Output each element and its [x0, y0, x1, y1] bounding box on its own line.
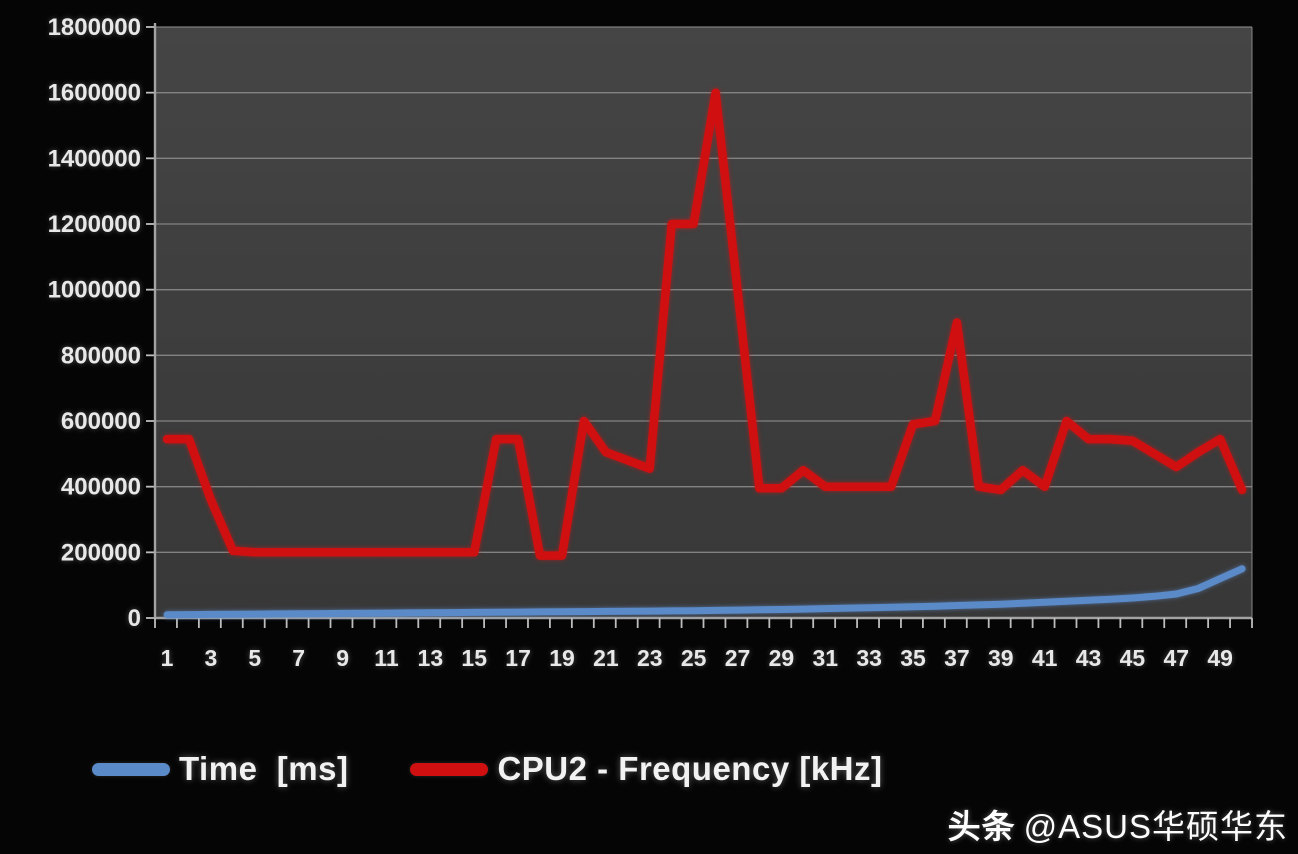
- frequency-line-chart: 0 200000 400000 600000 800000 1000000 1200000 1…: [48, 14, 1253, 671]
- svg-text:17: 17: [505, 645, 531, 671]
- watermark-handle: @ASUS华硕华东: [1023, 808, 1288, 845]
- svg-text:43: 43: [1076, 645, 1102, 671]
- svg-text:1000000: 1000000: [48, 277, 141, 304]
- svg-text:21: 21: [593, 645, 619, 671]
- svg-text:15: 15: [461, 645, 487, 671]
- watermark: 头条 @ASUS华硕华东: [948, 800, 1288, 848]
- svg-text:39: 39: [988, 645, 1014, 671]
- svg-text:400000: 400000: [61, 474, 141, 501]
- svg-text:27: 27: [725, 645, 751, 671]
- svg-text:1600000: 1600000: [48, 80, 141, 107]
- plot-background: [156, 27, 1252, 618]
- legend-item-cpu2-frequency: CPU2 - Frequency [kHz]: [410, 750, 882, 788]
- legend-swatch-cpu2-frequency: [410, 762, 489, 776]
- svg-text:29: 29: [769, 645, 795, 671]
- svg-text:1400000: 1400000: [48, 145, 141, 172]
- svg-text:35: 35: [900, 645, 926, 671]
- legend-swatch-time: [92, 762, 170, 776]
- svg-text:0: 0: [128, 605, 141, 632]
- svg-text:200000: 200000: [61, 539, 141, 566]
- svg-text:23: 23: [637, 645, 663, 671]
- svg-text:11: 11: [374, 645, 399, 671]
- svg-text:9: 9: [336, 645, 349, 671]
- svg-text:25: 25: [681, 645, 707, 671]
- svg-text:1: 1: [161, 645, 174, 671]
- svg-text:19: 19: [549, 645, 575, 671]
- svg-text:37: 37: [944, 645, 970, 671]
- legend-item-time: Time [ms]: [92, 750, 348, 788]
- svg-text:33: 33: [856, 645, 882, 671]
- svg-text:600000: 600000: [61, 408, 141, 435]
- svg-text:1200000: 1200000: [48, 211, 141, 238]
- legend: Time [ms] CPU2 - Frequency [kHz]: [92, 750, 883, 788]
- svg-text:41: 41: [1032, 645, 1058, 671]
- svg-text:1800000: 1800000: [48, 14, 141, 41]
- svg-text:47: 47: [1164, 645, 1190, 671]
- legend-label-time: Time [ms]: [179, 750, 349, 787]
- svg-text:7: 7: [292, 645, 305, 671]
- svg-text:45: 45: [1120, 645, 1146, 671]
- svg-text:800000: 800000: [61, 342, 141, 369]
- svg-text:5: 5: [248, 645, 261, 671]
- svg-text:13: 13: [418, 645, 444, 671]
- svg-text:31: 31: [812, 645, 838, 671]
- svg-text:3: 3: [205, 645, 218, 671]
- watermark-prefix: 头条: [947, 808, 1016, 845]
- legend-label-cpu2-frequency: CPU2 - Frequency [kHz]: [497, 750, 883, 787]
- svg-text:49: 49: [1207, 645, 1233, 671]
